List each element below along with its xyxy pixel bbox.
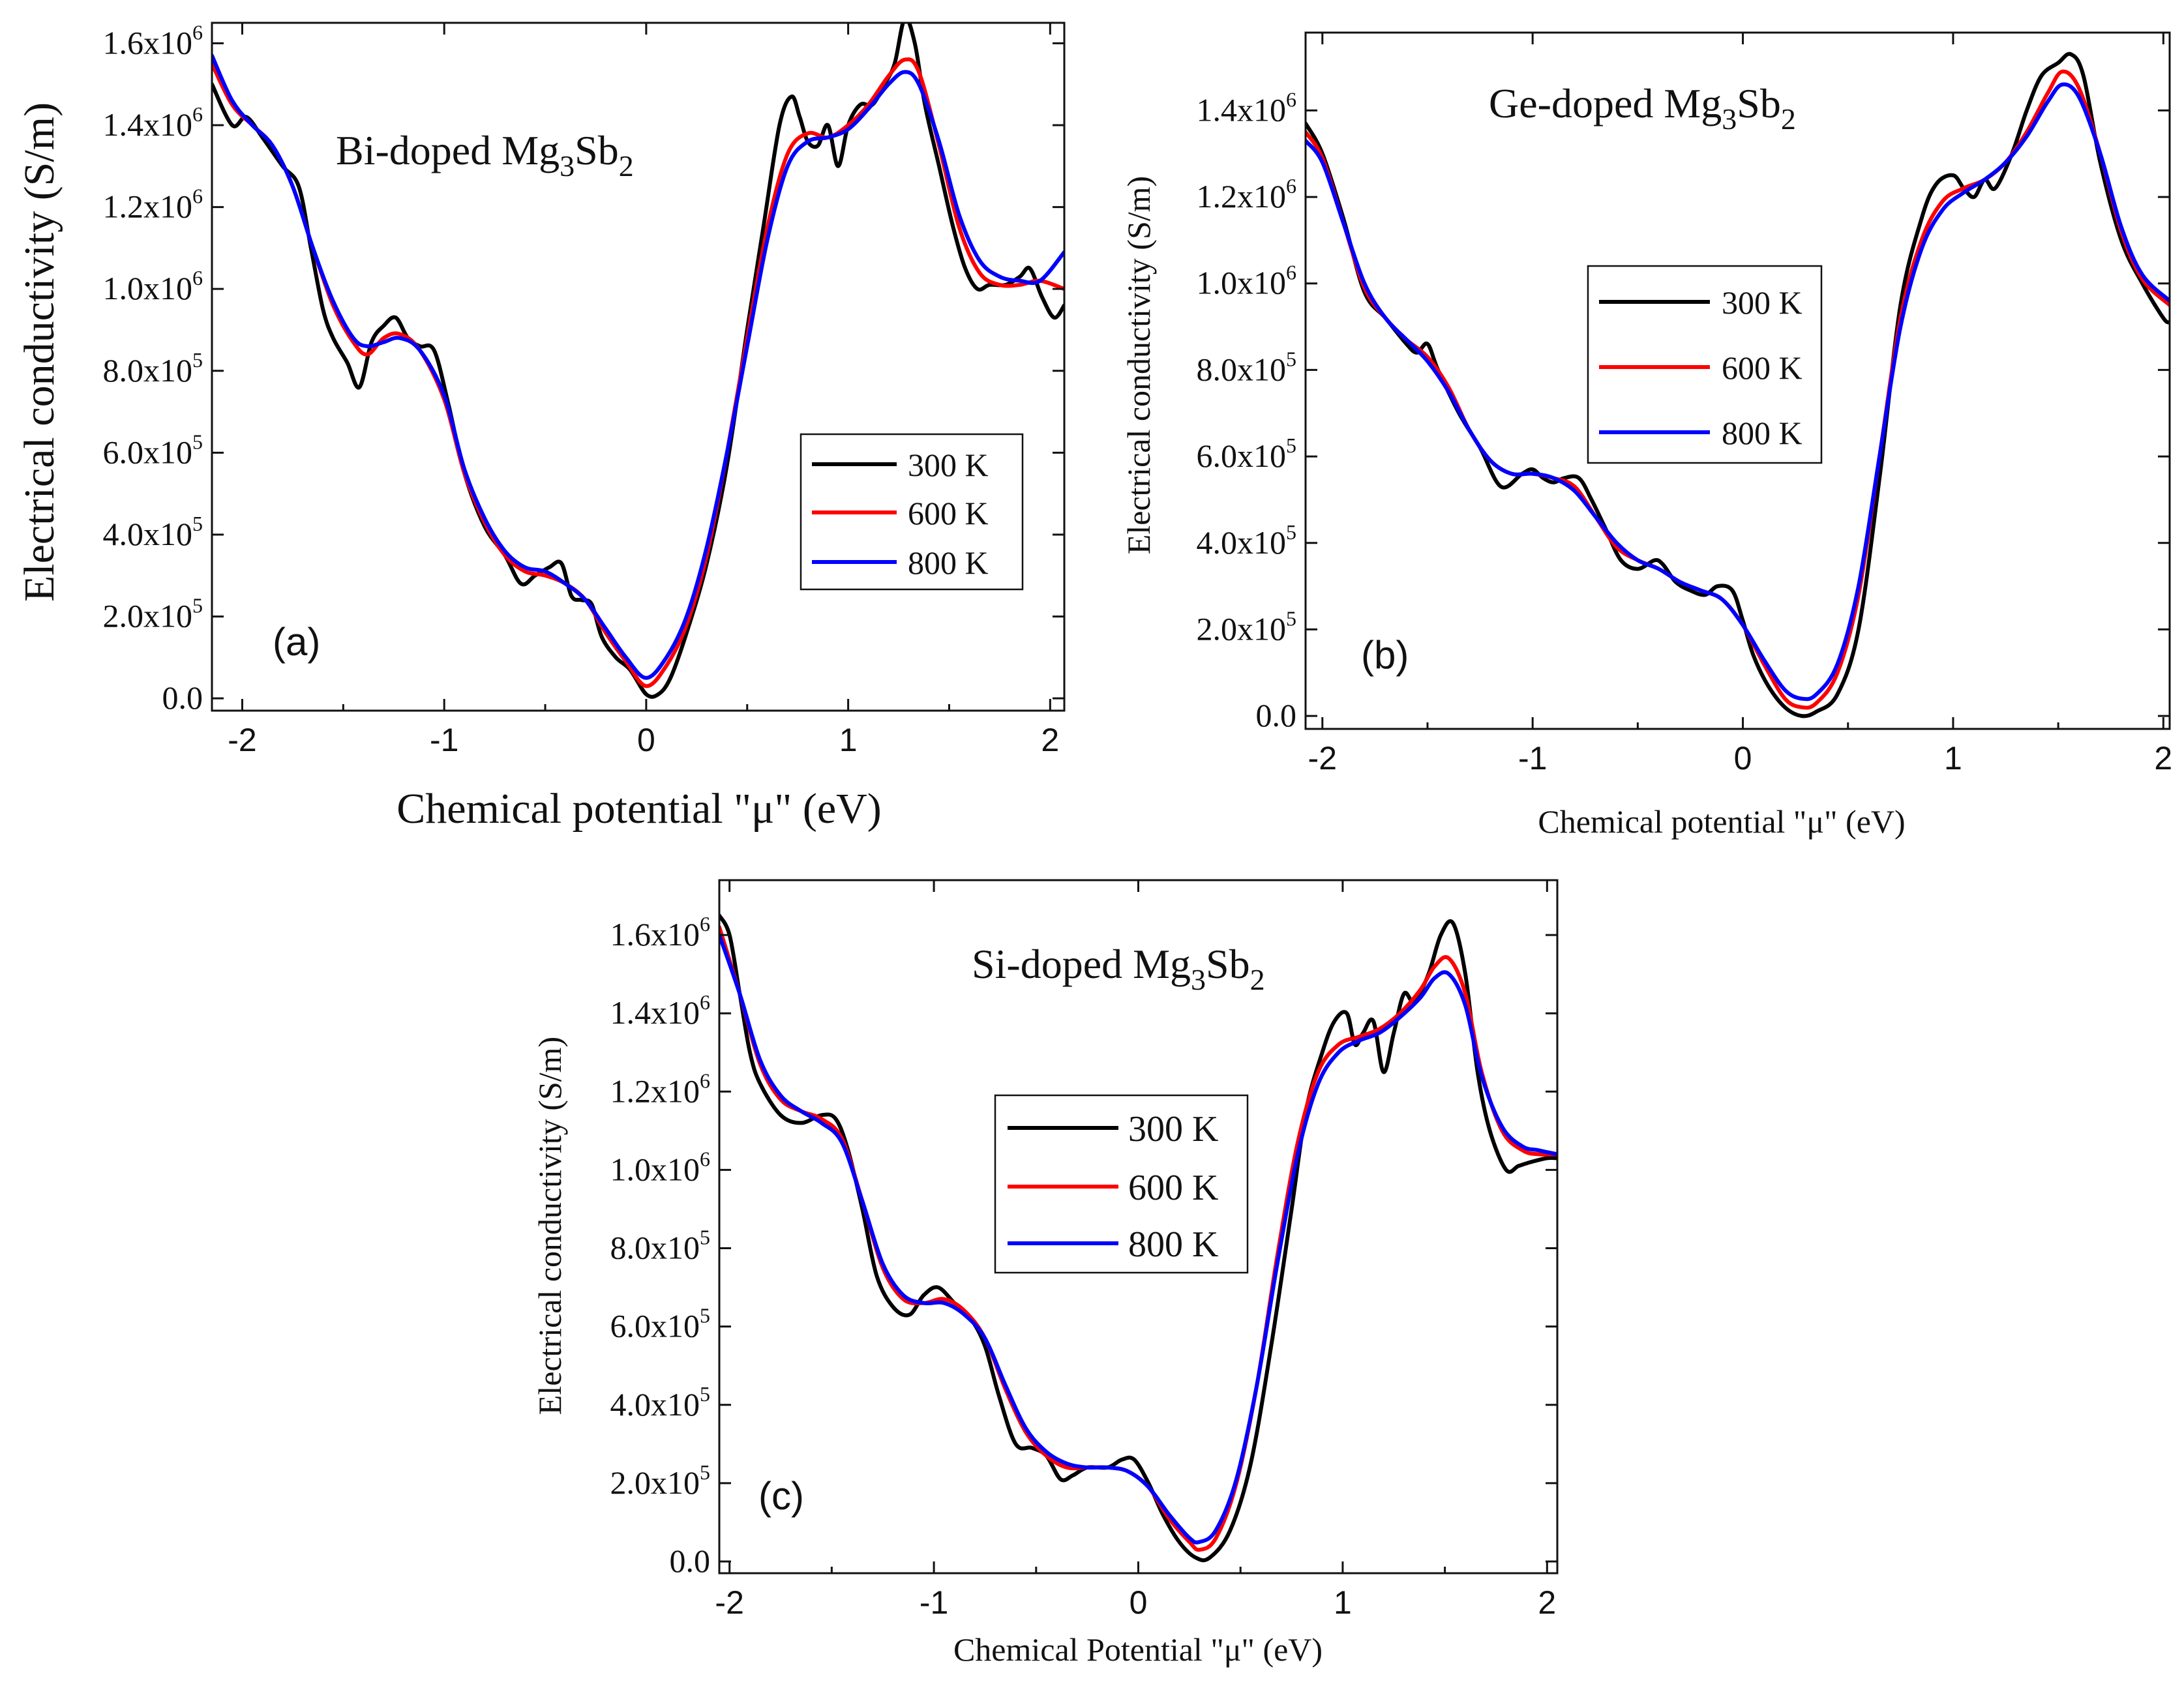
panel-label-b: (b) xyxy=(1361,633,1409,677)
x-tick-label-c: -2 xyxy=(715,1584,743,1621)
y-tick-label-c: 0.0 xyxy=(670,1543,711,1579)
plot-area-b xyxy=(1304,31,2171,730)
x-tick-label-b: 1 xyxy=(1944,740,1962,776)
series-line-600k-a xyxy=(212,57,1064,688)
series-line-800k-c xyxy=(719,933,1557,1545)
x-axis-label-b: Chemical potential "μ" (eV) xyxy=(1538,803,1905,840)
y-tick-labels-a: 0.0 2.0x105 4.0x105 6.0x105 8.0x105 1.0x106 1.… xyxy=(103,20,203,716)
x-tick-labels-c: -2 -1 0 1 2 xyxy=(715,1584,1556,1621)
legend-label-600k-a: 600 K xyxy=(908,495,989,531)
legend-label-300k-b: 300 K xyxy=(1722,284,1803,321)
plot-frame-a xyxy=(211,22,1066,712)
series-line-300k-c xyxy=(719,913,1557,1563)
plot-area-c xyxy=(718,879,1559,1575)
panel-label-c: (c) xyxy=(758,1474,804,1518)
y-tick-label-a: 1.2x106 xyxy=(103,185,203,225)
x-axis-label-c: Chemical Potential "μ" (eV) xyxy=(953,1631,1323,1668)
y-tick-label-c: 4.0x105 xyxy=(610,1382,711,1423)
series-line-800k-a xyxy=(212,53,1064,680)
y-tick-label-c: 1.4x106 xyxy=(610,990,711,1031)
y-tick-label-a: 8.0x105 xyxy=(103,348,203,389)
y-tick-label-c: 1.2x106 xyxy=(610,1069,711,1109)
series-line-800k-b xyxy=(1306,82,2170,702)
x-tick-label-a: 1 xyxy=(839,722,858,758)
legend-label-600k-b: 600 K xyxy=(1722,349,1803,386)
y-tick-label-b: 1.0x106 xyxy=(1197,261,1297,301)
x-tick-label-a: -2 xyxy=(228,722,256,758)
chart-title-b: Ge-doped Mg3Sb2 xyxy=(1489,80,1796,136)
x-tick-label-b: -1 xyxy=(1518,740,1547,776)
y-tick-label-b: 8.0x105 xyxy=(1197,347,1297,387)
legend-label-300k-a: 300 K xyxy=(908,447,989,483)
series-group-c xyxy=(719,913,1557,1563)
x-tick-label-c: 2 xyxy=(1538,1584,1556,1621)
x-tick-labels-a: -2 -1 0 1 2 xyxy=(228,722,1059,758)
y-tick-label-b: 1.4x106 xyxy=(1197,87,1297,128)
y-tick-label-a: 6.0x105 xyxy=(103,430,203,470)
y-axis-label-a: Electrical conductivity (S/m) xyxy=(16,102,63,602)
y-tick-labels-c: 0.0 2.0x105 4.0x105 6.0x105 8.0x105 1.0x106 1.… xyxy=(610,912,711,1579)
x-axis-label-a: Chemical potential "μ" (eV) xyxy=(396,785,882,833)
legend-label-300k-c: 300 K xyxy=(1128,1109,1218,1149)
y-tick-label-b: 4.0x105 xyxy=(1197,520,1297,561)
y-tick-label-a: 2.0x105 xyxy=(103,594,203,634)
y-tick-labels-b: 0.0 2.0x105 4.0x105 6.0x105 8.0x105 1.0x106 1.… xyxy=(1197,87,1297,733)
y-tick-label-a: 4.0x105 xyxy=(103,512,203,552)
panel-c: 0.0 2.0x105 4.0x105 6.0x105 8.0x105 1.0x106 1.… xyxy=(531,879,1559,1668)
x-tick-label-c: 0 xyxy=(1129,1584,1148,1621)
y-tick-label-c: 8.0x105 xyxy=(610,1226,711,1266)
x-tick-label-a: -1 xyxy=(430,722,458,758)
y-axis-label-c: Electrical conductivity (S/m) xyxy=(531,1037,568,1415)
y-axis-label-b: Electrical conductivity (S/m) xyxy=(1120,176,1157,554)
y-tick-label-a: 0.0 xyxy=(162,679,203,716)
x-tick-label-b: 0 xyxy=(1734,740,1752,776)
legend-label-800k-b: 800 K xyxy=(1722,415,1803,451)
panel-label-a: (a) xyxy=(273,620,320,664)
y-tick-label-a: 1.0x106 xyxy=(103,266,203,306)
x-tick-label-b: -2 xyxy=(1308,740,1337,776)
y-tick-label-b: 0.0 xyxy=(1256,697,1297,733)
legend-c: 300 K 600 K 800 K xyxy=(994,1094,1249,1274)
chart-title-c: Si-doped Mg3Sb2 xyxy=(972,941,1265,996)
y-tick-label-c: 1.6x106 xyxy=(610,912,711,953)
y-tick-label-b: 1.2x106 xyxy=(1197,174,1297,214)
plot-frame-b xyxy=(1304,31,2171,730)
series-group-a xyxy=(212,23,1064,699)
y-tick-label-b: 2.0x105 xyxy=(1197,606,1297,647)
series-group-b xyxy=(1306,52,2170,718)
x-tick-label-c: 1 xyxy=(1334,1584,1352,1621)
panel-b: 0.0 2.0x105 4.0x105 6.0x105 8.0x105 1.0x106 1.… xyxy=(1120,31,2173,840)
y-tick-label-a: 1.4x106 xyxy=(103,102,203,143)
legend-box-b xyxy=(1587,265,1823,464)
series-line-600k-b xyxy=(1306,69,2170,710)
y-tick-label-c: 2.0x105 xyxy=(610,1460,711,1501)
panel-a: 0.0 2.0x105 4.0x105 6.0x105 8.0x105 1.0x106 1.… xyxy=(16,20,1066,833)
chart-title-a: Bi-doped Mg3Sb2 xyxy=(336,127,634,183)
x-tick-label-b: 2 xyxy=(2154,740,2172,776)
x-tick-label-a: 0 xyxy=(637,722,655,758)
legend-label-800k-c: 800 K xyxy=(1128,1224,1218,1265)
legend-label-800k-a: 800 K xyxy=(908,544,989,581)
x-tick-label-a: 2 xyxy=(1041,722,1059,758)
x-tick-labels-b: -2 -1 0 1 2 xyxy=(1308,740,2173,776)
plot-area-a xyxy=(211,22,1066,712)
legend-b: 300 K 600 K 800 K xyxy=(1587,265,1823,464)
legend-label-600k-c: 600 K xyxy=(1128,1168,1218,1208)
x-tick-label-c: -1 xyxy=(920,1584,948,1621)
y-tick-label-b: 6.0x105 xyxy=(1197,434,1297,474)
series-line-300k-a xyxy=(212,23,1064,699)
y-tick-label-c: 6.0x105 xyxy=(610,1304,711,1344)
y-tick-label-a: 1.6x106 xyxy=(103,20,203,61)
y-tick-label-c: 1.0x106 xyxy=(610,1147,711,1187)
legend-a: 300 K 600 K 800 K xyxy=(800,433,1024,591)
